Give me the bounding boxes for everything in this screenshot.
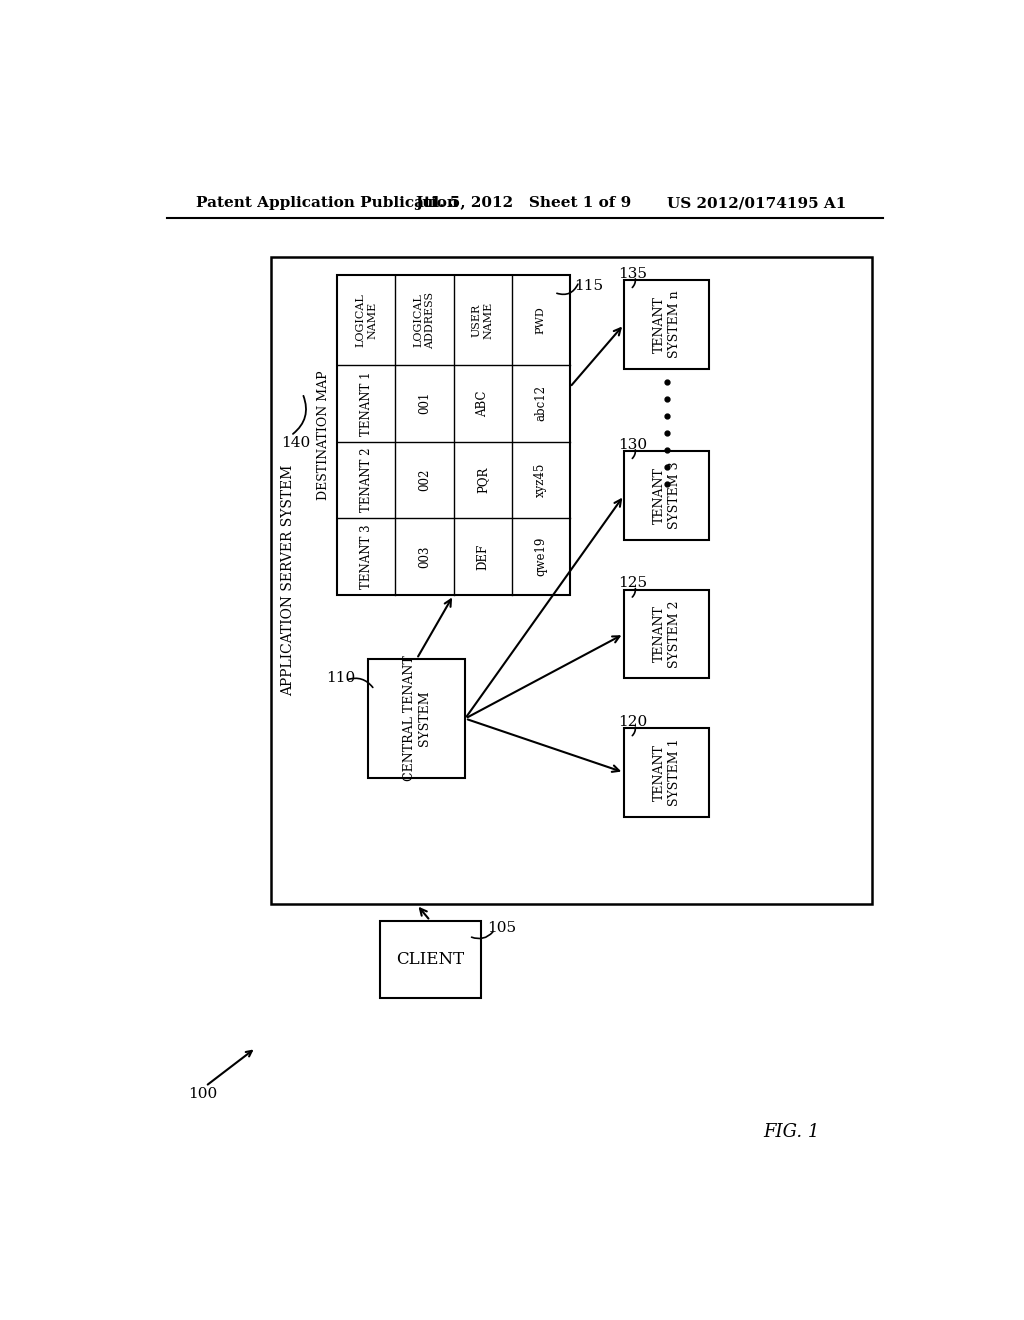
Text: qwe19: qwe19: [535, 537, 547, 577]
Text: DEF: DEF: [476, 544, 489, 570]
Text: 003: 003: [418, 545, 431, 568]
Bar: [337, 276, 569, 595]
Bar: [369, 659, 465, 779]
Text: TENANT 2: TENANT 2: [359, 447, 373, 512]
Bar: [380, 921, 480, 998]
Text: TENANT
SYSTEM 1: TENANT SYSTEM 1: [652, 739, 681, 807]
Text: 002: 002: [418, 469, 431, 491]
Text: PWD: PWD: [536, 306, 546, 334]
Bar: [624, 590, 710, 678]
Bar: [624, 729, 710, 817]
Text: 140: 140: [282, 437, 310, 450]
Text: USER
NAME: USER NAME: [472, 301, 494, 339]
Text: 130: 130: [617, 438, 647, 451]
Text: APPLICATION SERVER SYSTEM: APPLICATION SERVER SYSTEM: [282, 465, 296, 696]
Text: Jul. 5, 2012   Sheet 1 of 9: Jul. 5, 2012 Sheet 1 of 9: [415, 197, 631, 210]
Text: LOGICAL
NAME: LOGICAL NAME: [355, 293, 377, 347]
Text: TENANT
SYSTEM 2: TENANT SYSTEM 2: [652, 601, 681, 668]
Bar: [271, 257, 872, 904]
Text: TENANT 3: TENANT 3: [359, 524, 373, 589]
Text: 110: 110: [326, 671, 355, 685]
Text: xyz45: xyz45: [535, 463, 547, 498]
Text: 125: 125: [617, 577, 647, 590]
Bar: [624, 280, 710, 368]
Text: PQR: PQR: [476, 467, 489, 494]
Text: 135: 135: [617, 267, 647, 281]
Text: 001: 001: [418, 392, 431, 414]
Text: ABC: ABC: [476, 389, 489, 417]
Text: CENTRAL TENANT
SYSTEM: CENTRAL TENANT SYSTEM: [402, 656, 431, 781]
Text: abc12: abc12: [535, 385, 547, 421]
Text: DESTINATION MAP: DESTINATION MAP: [316, 371, 330, 500]
Text: 115: 115: [573, 280, 603, 293]
Text: 105: 105: [486, 921, 516, 936]
Text: CLIENT: CLIENT: [396, 950, 464, 968]
Text: TENANT
SYSTEM 3: TENANT SYSTEM 3: [652, 462, 681, 529]
Text: TENANT
SYSTEM n: TENANT SYSTEM n: [652, 290, 681, 358]
Text: TENANT 1: TENANT 1: [359, 371, 373, 436]
Text: Patent Application Publication: Patent Application Publication: [197, 197, 458, 210]
Text: 120: 120: [617, 715, 647, 729]
Bar: [624, 451, 710, 540]
Text: US 2012/0174195 A1: US 2012/0174195 A1: [667, 197, 846, 210]
Text: 100: 100: [188, 1086, 218, 1101]
Text: LOGICAL
ADDRESS: LOGICAL ADDRESS: [414, 292, 435, 348]
Text: FIG. 1: FIG. 1: [764, 1123, 820, 1142]
